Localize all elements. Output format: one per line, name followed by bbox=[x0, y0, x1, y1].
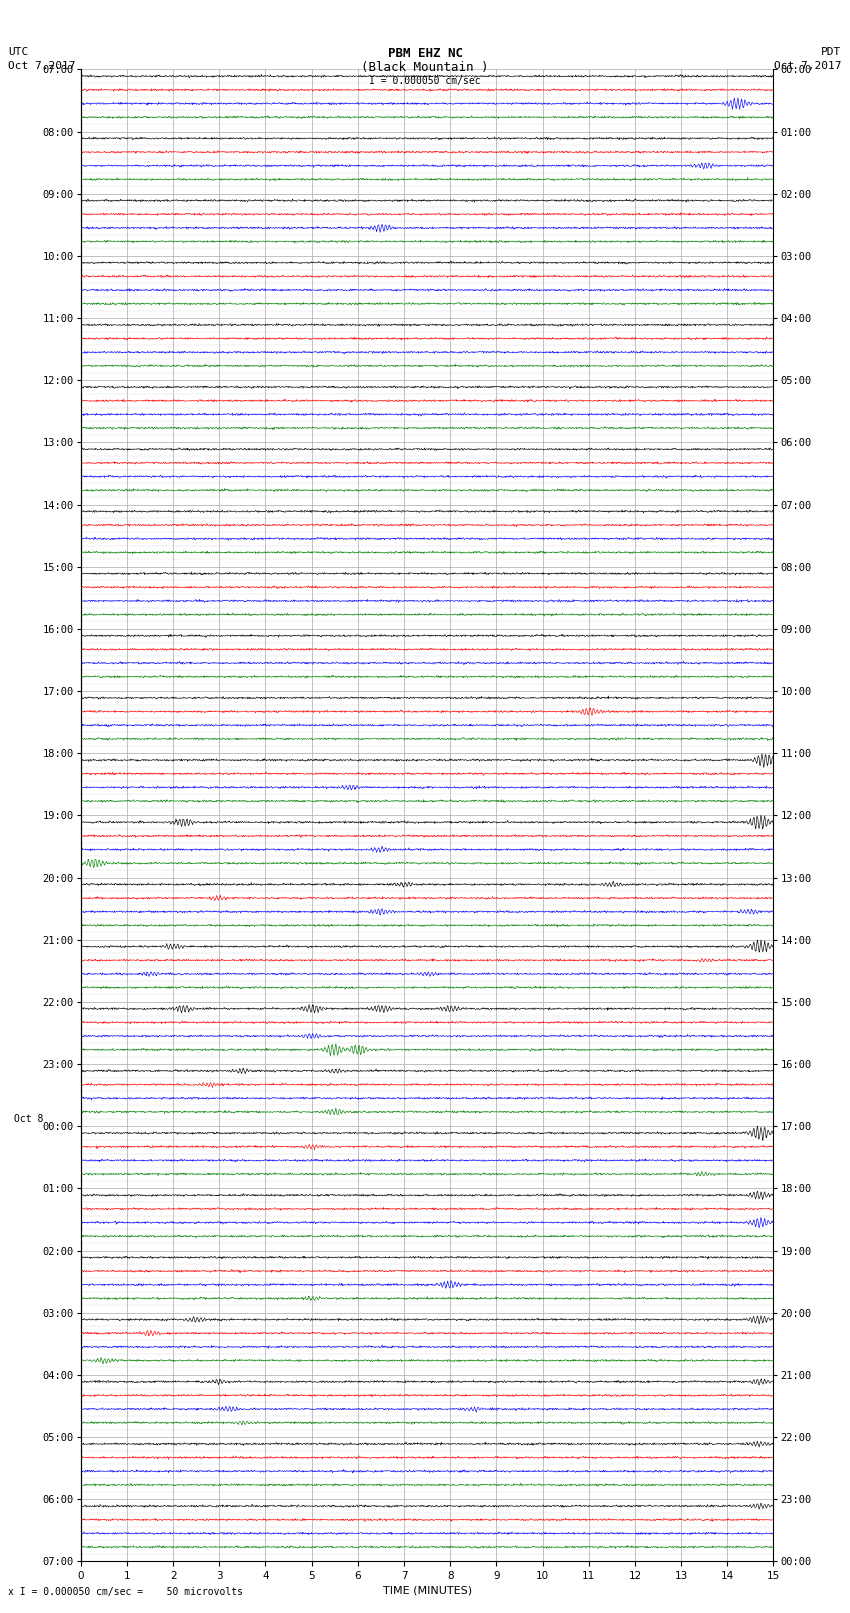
Text: x I = 0.000050 cm/sec =    50 microvolts: x I = 0.000050 cm/sec = 50 microvolts bbox=[8, 1587, 243, 1597]
Text: PDT: PDT bbox=[821, 47, 842, 56]
Text: I = 0.000050 cm/sec: I = 0.000050 cm/sec bbox=[369, 76, 481, 85]
Text: UTC: UTC bbox=[8, 47, 29, 56]
Text: Oct 8: Oct 8 bbox=[14, 1115, 44, 1124]
X-axis label: TIME (MINUTES): TIME (MINUTES) bbox=[382, 1586, 472, 1595]
Text: PBM EHZ NC: PBM EHZ NC bbox=[388, 47, 462, 60]
Text: (Black Mountain ): (Black Mountain ) bbox=[361, 61, 489, 74]
Text: Oct 7,2017: Oct 7,2017 bbox=[8, 61, 76, 71]
Text: Oct 7,2017: Oct 7,2017 bbox=[774, 61, 842, 71]
